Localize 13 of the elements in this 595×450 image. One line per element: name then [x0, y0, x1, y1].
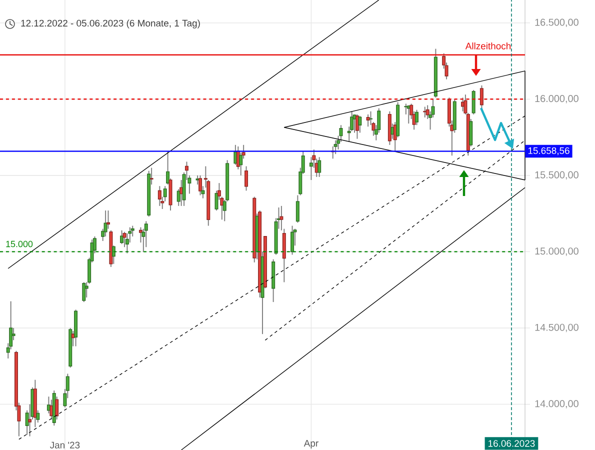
ref-line-label: 15.000 — [6, 240, 33, 248]
x-tick-label: Jan '23 — [50, 442, 80, 448]
y-tick-label: 16.000,00 — [535, 95, 578, 104]
text: 12.12.2022 - 05.06.2023 (6 Monate, 1 Tag) — [21, 20, 200, 28]
ref-line-label: 16.06.2023 — [488, 440, 535, 447]
ref-line-label: Allzeithoch — [465, 42, 511, 50]
y-tick-label: 15.000,00 — [535, 248, 578, 256]
y-tick-label: 14.500,00 — [535, 324, 578, 332]
y-tick-label: 15.500,00 — [535, 171, 578, 180]
x-tick-label: Apr — [304, 440, 318, 448]
y-tick-label: 16.500,00 — [535, 18, 578, 27]
ref-line-label: 15.658,56 — [528, 147, 570, 156]
y-tick-label: 14.000,00 — [535, 400, 578, 408]
